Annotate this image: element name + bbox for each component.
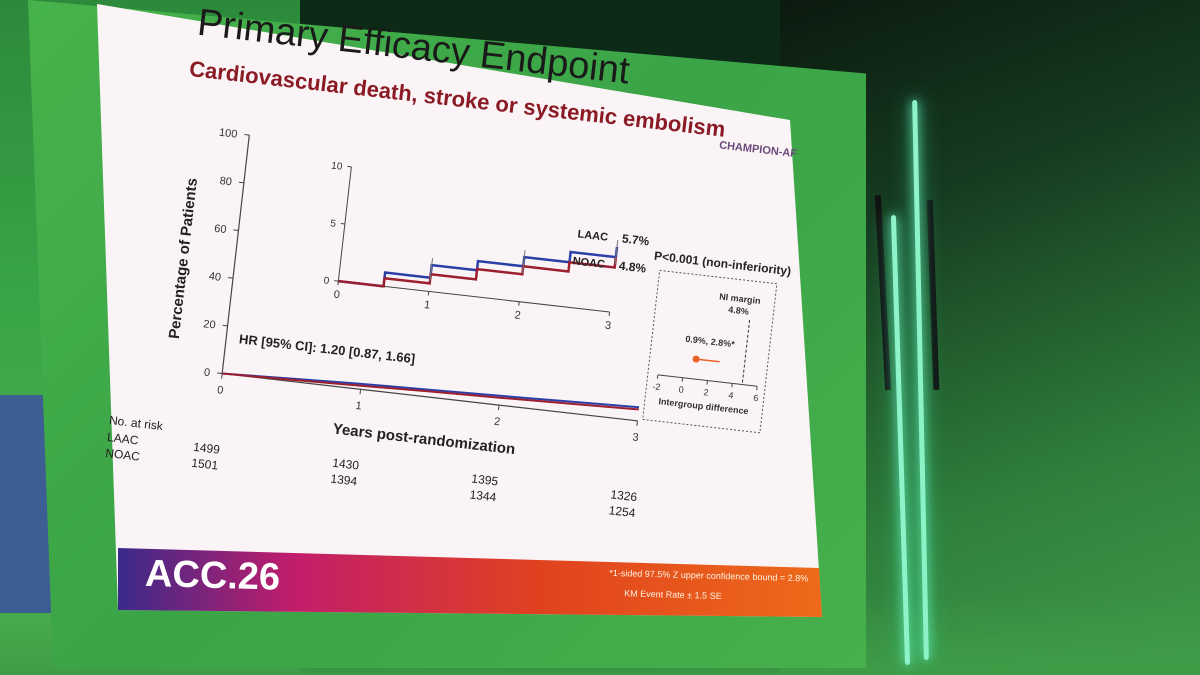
main-series-line-laac [222,372,640,409]
main-y-ticks: 0 20 40 60 80 100 [203,127,250,380]
inset-x-tick-label: 2 [514,309,521,322]
main-x-tick-label: 0 [216,384,223,397]
risk-value-noac: 1501 [191,456,219,473]
inset-series-line-laac [338,246,619,288]
risk-values: 1499 1430 1395 1326 1501 1394 1344 1254 [191,440,639,520]
risk-value-laac: 1499 [193,440,221,457]
risk-row-label-laac: LAAC [106,430,139,447]
slide-footer: ACC.26 *1-sided 97.5% Z upper confidence… [144,553,808,601]
main-y-tick [227,277,234,279]
main-y-tick-label: 80 [219,175,233,188]
main-y-tick-label: 60 [214,223,228,236]
inset-x-tick-label: 1 [423,299,430,312]
risk-value-laac: 1326 [610,487,638,504]
ni-margin-line [741,319,751,385]
risk-value-noac: 1344 [469,487,497,504]
main-x-tick [636,420,638,426]
inset-y-tick-label: 0 [323,275,330,287]
main-y-tick-label: 0 [203,367,210,380]
main-y-tick [217,372,223,375]
inset-y-tick-label: 5 [330,218,337,230]
main-x-tick-label: 2 [493,416,500,429]
main-series-lines [222,372,640,411]
ni-margin-value: 4.8% [728,304,750,316]
risk-value-noac: 1254 [608,503,636,520]
risk-value-laac: 1395 [471,471,499,488]
forest-x-tick-label: 4 [728,390,734,401]
point-estimate-marker [692,355,700,363]
slide-content: Primary Efficacy Endpoint Cardiovascular… [105,2,798,521]
risk-table: No. at risk LAAC NOAC 1499 1430 1395 1326 15… [105,413,639,520]
main-x-tick [221,373,223,379]
main-y-tick [244,134,250,136]
inset-x-tick-label: 3 [604,320,611,333]
forest-x-tick-label: -2 [652,381,661,392]
forest-x-tick-label: 0 [678,384,684,395]
error-bar [521,259,525,274]
main-x-tick [359,389,362,395]
main-series-line-noac [222,372,639,411]
slide-footer-band [118,548,822,617]
risk-row-label-noac: NOAC [105,446,141,464]
main-y-tick [233,229,239,231]
end-label-value-noac: 4.8% [618,259,647,276]
main-x-axis [222,372,638,422]
inset-y-ticks: 0 5 10 [323,161,352,287]
inset-series-lines [338,239,619,288]
main-x-ticks: 0 1 2 3 [216,373,639,444]
inset-end-labels: LAAC 5.7% NOAC 4.8% [572,228,650,276]
risk-table-title: No. at risk [108,413,164,433]
conference-logo: ACC.26 [144,553,280,599]
main-y-tick-label: 20 [203,318,217,331]
forest-x-tick-label: 2 [703,387,709,398]
risk-value-laac: 1430 [332,456,360,473]
forest-x-tick-label: 6 [753,393,759,404]
inset-series-line-noac [338,257,618,288]
error-bar [614,250,618,265]
end-label-name-laac: LAAC [577,228,609,243]
main-x-tick [497,405,500,411]
main-y-tick-label: 100 [218,127,238,141]
inset-x-tick-label: 0 [333,289,340,302]
inset-chart: 0 5 10 0 1 2 3 LAAC 5.7% NOAC 4.8% [323,161,650,333]
inset-x-ticks: 0 1 2 3 [333,281,612,333]
forest-plot-frame [642,269,778,434]
end-label-value-laac: 5.7% [621,231,650,248]
end-label-name-noac: NOAC [572,255,606,271]
main-y-tick-label: 40 [208,270,222,283]
main-y-tick [238,181,244,184]
main-x-tick-label: 1 [355,400,362,413]
forest-x-ticks: -2 0 2 4 6 [652,374,759,404]
inset-y-tick-label: 10 [331,161,344,173]
footnote-km-event-rate: KM Event Rate ± 1.5 SE [624,588,722,601]
confidence-interval-line [695,358,720,363]
ni-margin-label: NI margin [719,291,761,306]
main-y-tick [222,324,228,327]
main-y-axis [221,135,250,374]
slide-background [97,4,822,617]
risk-value-noac: 1394 [330,472,358,489]
main-x-tick-label: 3 [632,431,639,444]
error-bar [429,267,433,282]
